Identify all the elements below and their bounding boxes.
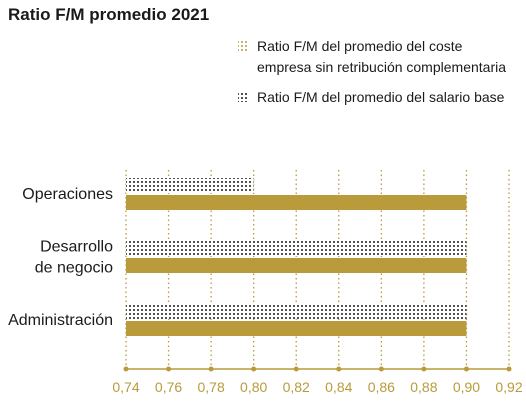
legend-swatch: [238, 41, 248, 51]
legend-label: Ratio F/M del promedio del coste empresa …: [257, 38, 506, 75]
x-tick-dot: [506, 366, 512, 372]
legend: Ratio F/M del promedio del coste empresa …: [238, 38, 506, 105]
x-tick-label: 0,88: [410, 379, 437, 395]
bar-salario-base: [126, 304, 467, 319]
bar-coste-empresa: [126, 195, 467, 210]
bar-coste-empresa: [126, 321, 467, 336]
x-tick-label: 0,92: [495, 379, 522, 395]
legend-swatch: [238, 92, 248, 102]
category-labels: Operaciones Desarrollo de negocio Administr…: [8, 186, 113, 329]
x-tick-dot: [378, 366, 384, 372]
x-tick-dot: [293, 366, 299, 372]
x-tick-dot: [251, 366, 257, 372]
x-tick-dot: [421, 366, 427, 372]
x-tick-dot: [166, 366, 172, 372]
category-label: Administración: [8, 312, 113, 329]
x-tick-label: 0,76: [155, 379, 182, 395]
x-tick-label: 0,74: [112, 379, 139, 395]
x-tick-label: 0,78: [197, 379, 224, 395]
x-tick-label: 0,86: [368, 379, 395, 395]
category-label: Operaciones: [22, 186, 113, 203]
category-label: Desarrollo de negocio: [35, 239, 113, 277]
x-tick-label: 0,84: [325, 379, 352, 395]
x-tick-label: 0,90: [453, 379, 480, 395]
chart-title: Ratio F/M promedio 2021: [8, 5, 209, 24]
x-tick-dot: [463, 366, 469, 372]
bars: [126, 178, 467, 336]
x-tick-label: 0,80: [240, 379, 267, 395]
x-tick-dot: [336, 366, 342, 372]
legend-label: Ratio F/M del promedio del salario base: [257, 89, 505, 105]
x-tick-dot: [208, 366, 214, 372]
x-tick-label: 0,82: [283, 379, 310, 395]
bar-coste-empresa: [126, 258, 467, 273]
x-tick-dot: [123, 366, 129, 372]
x-axis: 0,74 0,76 0,78 0,80 0,82 0,84 0,86 0,88 0,90 0,92: [112, 366, 523, 395]
bar-salario-base: [126, 241, 467, 256]
bar-salario-base: [126, 178, 254, 193]
